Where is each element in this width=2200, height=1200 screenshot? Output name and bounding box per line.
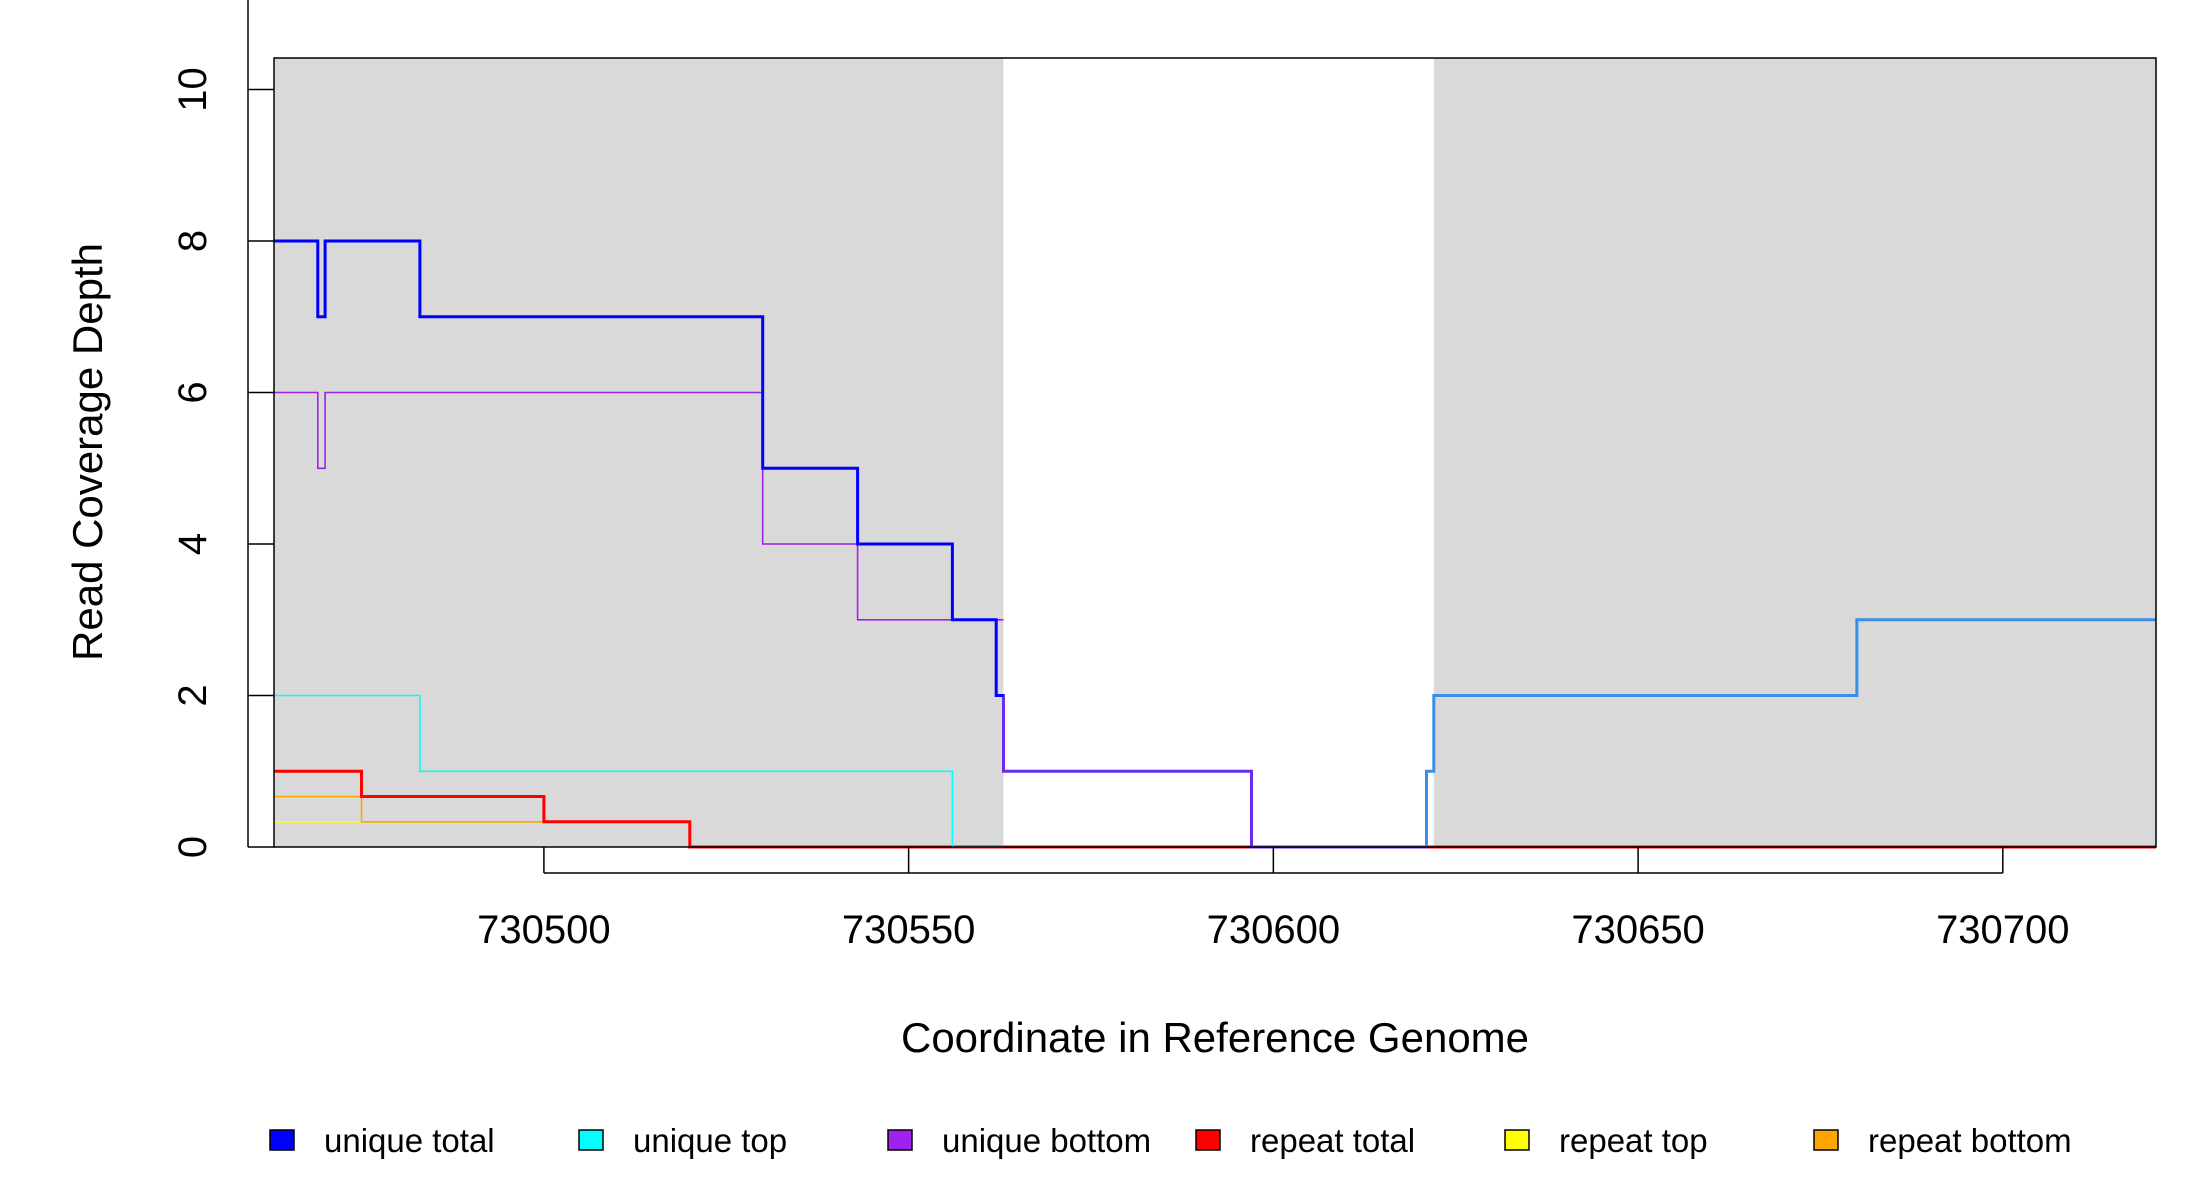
y-axis-label: Read Coverage Depth bbox=[64, 243, 111, 661]
legend-item-unique-total: unique total bbox=[269, 1122, 495, 1159]
y-tick-label: 8 bbox=[171, 230, 215, 252]
y-tick-label: 10 bbox=[171, 67, 215, 112]
legend-swatch bbox=[269, 1129, 295, 1151]
series-line-gap-region-total bbox=[996, 694, 1427, 849]
series-line-right-region-total bbox=[1425, 618, 2156, 847]
shaded-region-0 bbox=[274, 58, 1004, 847]
legend-item-repeat-total: repeat total bbox=[1195, 1122, 1415, 1159]
y-tick-label: 2 bbox=[171, 684, 215, 706]
legend-item-repeat-bottom: repeat bottom bbox=[1813, 1122, 2072, 1159]
legend-label: repeat total bbox=[1250, 1122, 1415, 1159]
y-tick-label: 6 bbox=[171, 381, 215, 403]
plot-frame bbox=[273, 57, 2157, 848]
legend-label: repeat bottom bbox=[1868, 1122, 2072, 1159]
x-tick-label: 730700 bbox=[1936, 908, 2069, 952]
legend-label: unique bottom bbox=[942, 1122, 1151, 1159]
x-axis-label: Coordinate in Reference Genome bbox=[901, 1014, 1529, 1061]
x-tick-label: 730650 bbox=[1571, 908, 1704, 952]
legend-label: repeat top bbox=[1559, 1122, 1708, 1159]
legend-item-unique-bottom: unique bottom bbox=[887, 1122, 1151, 1159]
x-tick-label: 730550 bbox=[842, 908, 975, 952]
y-axis: 024681012 bbox=[171, 0, 274, 858]
y-tick-label: 4 bbox=[171, 533, 215, 555]
shaded-region-1 bbox=[1433, 58, 2156, 847]
legend-item-unique-top: unique top bbox=[578, 1122, 787, 1159]
legend-label: unique top bbox=[633, 1122, 787, 1159]
legend-item-repeat-top: repeat top bbox=[1504, 1122, 1708, 1159]
legend: unique total unique top unique bottom repea… bbox=[269, 1122, 2072, 1159]
x-tick-label: 730500 bbox=[477, 908, 610, 952]
series-line-unique-bottom bbox=[274, 391, 1004, 621]
legend-swatch bbox=[1813, 1129, 1839, 1151]
y-tick-label: 0 bbox=[171, 836, 215, 858]
legend-swatch bbox=[1504, 1129, 1530, 1151]
legend-swatch bbox=[578, 1129, 604, 1151]
series-line-repeat-total bbox=[274, 769, 2156, 849]
legend-swatch bbox=[1195, 1129, 1221, 1151]
series-line-unique-total bbox=[274, 239, 1004, 697]
legend-label: unique total bbox=[324, 1122, 495, 1159]
legend-swatch bbox=[887, 1129, 913, 1151]
x-tick-label: 730600 bbox=[1207, 908, 1340, 952]
x-axis: 730500 730550 730600 730650 730700 bbox=[477, 847, 2070, 952]
shaded-regions bbox=[274, 58, 2156, 847]
